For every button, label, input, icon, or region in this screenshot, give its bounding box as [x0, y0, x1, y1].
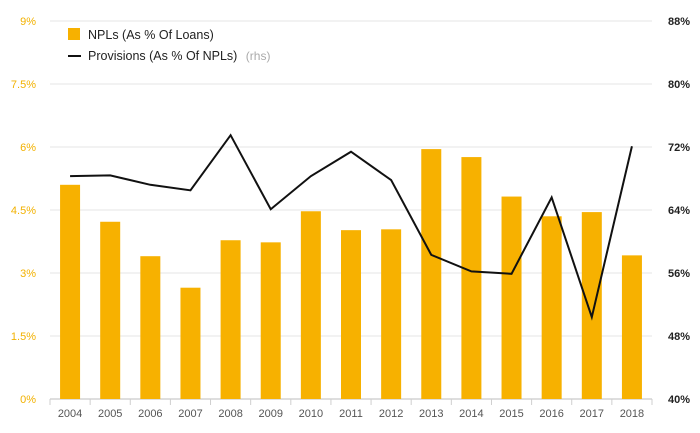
npl-bar [621, 255, 642, 399]
right-tick-label: 88% [668, 16, 690, 28]
left-tick-label: 3% [20, 268, 36, 280]
x-tick-label: 2016 [539, 408, 563, 420]
x-tick-label: 2005 [98, 408, 122, 420]
left-tick-label: 7.5% [11, 79, 36, 91]
x-tick-label: 2017 [580, 408, 604, 420]
legend-swatch-npls [68, 28, 80, 40]
right-tick-label: 56% [668, 268, 690, 280]
x-tick-label: 2010 [299, 408, 323, 420]
legend-label-npls: NPLs (As % Of Loans) [88, 28, 214, 42]
left-tick-label: 0% [20, 394, 36, 406]
x-tick-label: 2008 [218, 408, 242, 420]
npl-bar [501, 196, 522, 399]
legend-label-provisions-suffix: (rhs) [246, 49, 271, 63]
x-tick-label: 2011 [339, 408, 363, 420]
right-tick-label: 80% [668, 79, 690, 91]
x-tick-label: 2006 [138, 408, 162, 420]
npl-bar [461, 157, 482, 399]
npl-bar [381, 229, 402, 399]
npl-bar [581, 212, 602, 399]
npl-bars [60, 149, 642, 399]
x-tick-label: 2012 [379, 408, 403, 420]
x-tick-label: 2015 [499, 408, 523, 420]
right-tick-label: 40% [668, 394, 690, 406]
right-tick-label: 48% [668, 331, 690, 343]
x-tick-label: 2018 [620, 408, 644, 420]
x-tick-label: 2013 [419, 408, 443, 420]
npl-bar [541, 216, 562, 399]
npl-bar [180, 287, 201, 399]
left-tick-label: 6% [20, 142, 36, 154]
x-tick-label: 2009 [258, 408, 282, 420]
left-tick-label: 1.5% [11, 331, 36, 343]
legend: NPLs (As % Of Loans) Provisions (As % Of… [68, 28, 270, 64]
x-tick-label: 2014 [459, 408, 483, 420]
npl-bar [100, 221, 121, 399]
npl-bar [421, 149, 442, 399]
npl-bar [300, 211, 321, 399]
npl-bar [260, 242, 281, 399]
right-y-axis: 40% 48% 56% 64% 72% 80% 88% [668, 16, 690, 406]
legend-label-provisions-name: Provisions (As % Of NPLs) [88, 49, 237, 63]
left-tick-label: 9% [20, 16, 36, 28]
npl-bar [60, 184, 81, 399]
npl-bar [140, 256, 161, 399]
npl-bar [341, 230, 361, 399]
x-axis: 2004 2005 2006 2007 2008 2009 2010 2011 2012 2013… [49, 399, 653, 420]
provisions-line [70, 133, 633, 321]
provisions-line-layer [70, 133, 633, 321]
legend-label-provisions: Provisions (As % Of NPLs) (rhs) [88, 47, 270, 64]
right-tick-label: 72% [668, 142, 690, 154]
x-tick-label: 2004 [58, 408, 82, 420]
right-tick-label: 64% [668, 205, 690, 217]
left-y-axis: 0% 1.5% 3% 4.5% 6% 7.5% 9% [11, 16, 36, 406]
npl-bar [220, 240, 241, 399]
x-tick-label: 2007 [178, 408, 202, 420]
left-tick-label: 4.5% [11, 205, 36, 217]
